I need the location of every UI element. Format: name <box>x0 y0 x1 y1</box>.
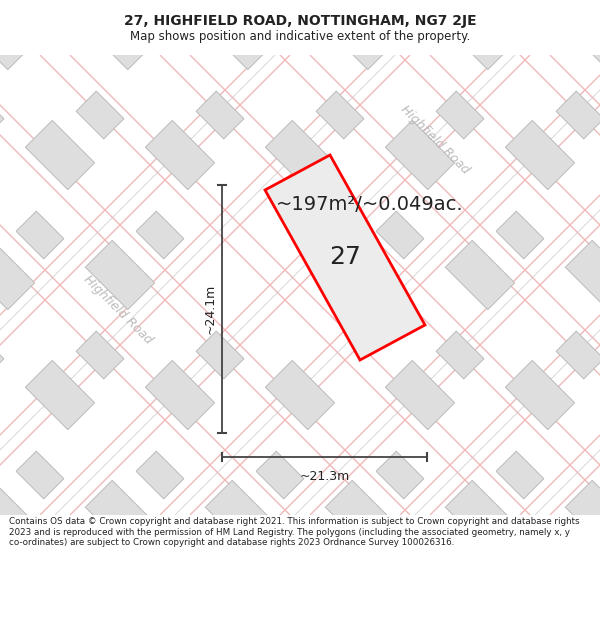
Polygon shape <box>256 0 304 19</box>
Polygon shape <box>145 121 215 189</box>
Polygon shape <box>325 1 395 69</box>
Polygon shape <box>316 91 364 139</box>
Text: ~197m²/~0.049ac.: ~197m²/~0.049ac. <box>276 196 464 214</box>
Polygon shape <box>85 481 155 549</box>
Polygon shape <box>496 0 544 19</box>
Polygon shape <box>136 0 184 19</box>
Polygon shape <box>376 451 424 499</box>
Text: Highfield Road: Highfield Road <box>398 103 472 177</box>
Polygon shape <box>85 1 155 69</box>
Polygon shape <box>436 571 484 619</box>
Polygon shape <box>256 451 304 499</box>
Text: Contains OS data © Crown copyright and database right 2021. This information is : Contains OS data © Crown copyright and d… <box>9 518 580 547</box>
Polygon shape <box>205 1 275 69</box>
Polygon shape <box>565 481 600 549</box>
Polygon shape <box>376 211 424 259</box>
Polygon shape <box>385 361 455 429</box>
Polygon shape <box>325 481 395 549</box>
Text: Map shows position and indicative extent of the property.: Map shows position and indicative extent… <box>130 30 470 43</box>
Polygon shape <box>0 241 35 309</box>
Polygon shape <box>16 0 64 19</box>
Polygon shape <box>505 361 575 429</box>
Polygon shape <box>136 211 184 259</box>
Polygon shape <box>205 481 275 549</box>
Polygon shape <box>505 121 575 189</box>
Polygon shape <box>145 361 215 429</box>
Polygon shape <box>16 211 64 259</box>
Polygon shape <box>496 211 544 259</box>
Polygon shape <box>0 331 4 379</box>
Polygon shape <box>445 481 515 549</box>
Text: 27, HIGHFIELD ROAD, NOTTINGHAM, NG7 2JE: 27, HIGHFIELD ROAD, NOTTINGHAM, NG7 2JE <box>124 14 476 28</box>
Polygon shape <box>265 155 425 360</box>
Polygon shape <box>445 1 515 69</box>
Polygon shape <box>16 451 64 499</box>
Polygon shape <box>25 121 95 189</box>
Polygon shape <box>136 451 184 499</box>
Text: ~24.1m: ~24.1m <box>203 284 217 334</box>
Polygon shape <box>436 331 484 379</box>
Polygon shape <box>556 91 600 139</box>
Polygon shape <box>0 91 4 139</box>
Text: Highfield Road: Highfield Road <box>81 273 155 347</box>
Polygon shape <box>76 571 124 619</box>
Polygon shape <box>556 571 600 619</box>
Polygon shape <box>76 91 124 139</box>
Polygon shape <box>76 331 124 379</box>
Polygon shape <box>556 331 600 379</box>
Polygon shape <box>316 571 364 619</box>
Polygon shape <box>265 361 335 429</box>
Polygon shape <box>376 0 424 19</box>
Polygon shape <box>196 571 244 619</box>
Polygon shape <box>196 331 244 379</box>
Polygon shape <box>0 571 4 619</box>
Text: 27: 27 <box>329 246 361 269</box>
Polygon shape <box>25 361 95 429</box>
Polygon shape <box>496 451 544 499</box>
Polygon shape <box>436 91 484 139</box>
Polygon shape <box>265 121 335 189</box>
Polygon shape <box>445 241 515 309</box>
Polygon shape <box>85 241 155 309</box>
Polygon shape <box>565 241 600 309</box>
Polygon shape <box>0 1 35 69</box>
Polygon shape <box>565 1 600 69</box>
Text: ~21.3m: ~21.3m <box>299 471 350 484</box>
Polygon shape <box>385 121 455 189</box>
Polygon shape <box>196 91 244 139</box>
Polygon shape <box>0 481 35 549</box>
